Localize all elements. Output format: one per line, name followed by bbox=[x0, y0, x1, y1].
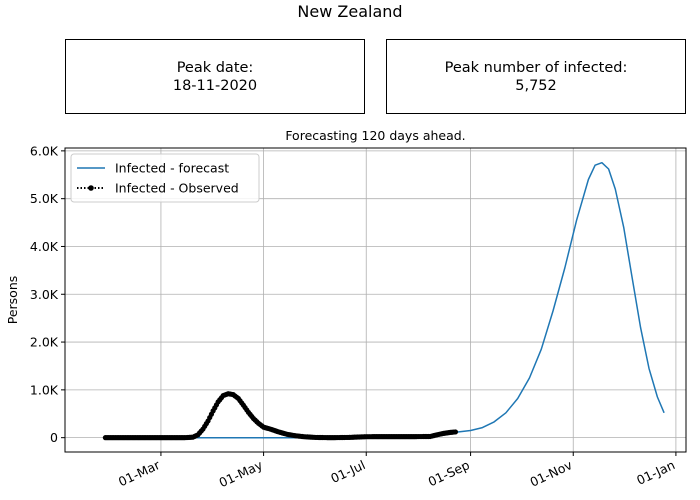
figure-title: New Zealand bbox=[297, 2, 403, 21]
data-point bbox=[234, 394, 240, 400]
legend-box bbox=[70, 153, 260, 203]
data-point bbox=[198, 428, 204, 434]
plot-frame bbox=[64, 147, 687, 453]
y-tick-label: 0 bbox=[50, 430, 58, 445]
x-tick-label: 01-Jul bbox=[328, 457, 367, 486]
data-point bbox=[213, 402, 220, 408]
peak-infected-card: Peak number of infected: 5,752 bbox=[386, 39, 686, 114]
x-tick-label: 01-Mar bbox=[116, 457, 163, 490]
peak-date-card: Peak date: 18-11-2020 bbox=[65, 39, 365, 114]
y-axis-label: Persons bbox=[5, 276, 20, 325]
data-point bbox=[244, 407, 250, 413]
peak-date-value: 18-11-2020 bbox=[172, 77, 258, 94]
legend-label: Infected - Observed bbox=[115, 181, 239, 196]
data-point bbox=[451, 429, 457, 435]
legend-label: Infected - forecast bbox=[115, 161, 229, 176]
y-tick-label: 4.0K bbox=[30, 239, 59, 254]
y-tick-label: 3.0K bbox=[30, 287, 59, 302]
y-tick-label: 2.0K bbox=[30, 335, 59, 350]
peak-infected-value: 5,752 bbox=[515, 77, 557, 94]
data-point bbox=[203, 421, 209, 427]
series-line-0 bbox=[187, 161, 665, 439]
data-point bbox=[208, 411, 215, 417]
peak-infected-label: Peak number of infected: bbox=[444, 59, 628, 76]
chart-title: Forecasting 120 days ahead. bbox=[285, 128, 465, 143]
legend-marker bbox=[88, 185, 94, 191]
data-point bbox=[249, 413, 255, 420]
x-tick-label: 01-Jan bbox=[634, 457, 677, 488]
x-tick-label: 01-Sep bbox=[426, 457, 472, 489]
x-tick-label: 01-May bbox=[217, 457, 266, 490]
data-point bbox=[239, 400, 245, 406]
y-tick-label: 6.0K bbox=[30, 143, 59, 158]
y-tick-label: 1.0K bbox=[30, 382, 59, 397]
peak-date-label: Peak date: bbox=[176, 59, 254, 76]
y-tick-label: 5.0K bbox=[30, 191, 59, 206]
x-tick-label: 01-Nov bbox=[528, 457, 575, 490]
